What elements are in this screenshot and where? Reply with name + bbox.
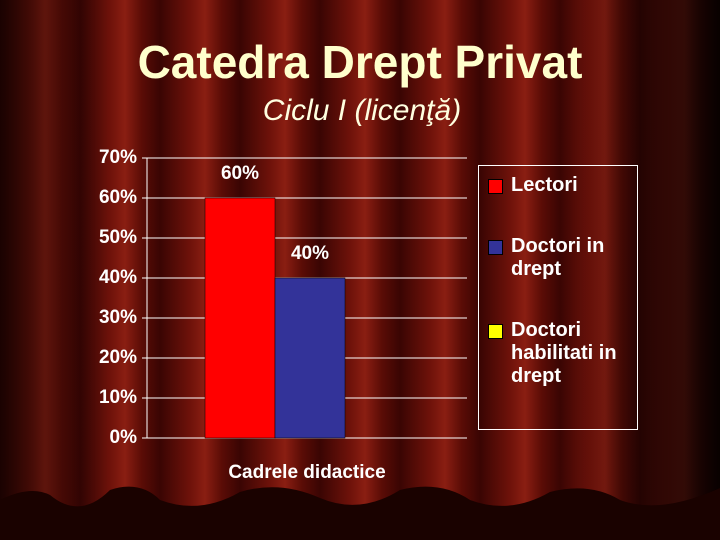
value-label: 40% xyxy=(291,243,329,264)
y-tick-label: 40% xyxy=(99,267,137,288)
curtain-fringe xyxy=(0,486,720,540)
chart-subtitle: Ciclu I (licenţă) xyxy=(263,94,461,127)
y-tick-label: 0% xyxy=(110,427,138,448)
legend-item: Doctori habilitati in drept xyxy=(485,319,631,388)
y-tick-label: 10% xyxy=(99,387,137,408)
chart-title: Catedra Drept Privat xyxy=(138,36,583,88)
bar xyxy=(204,197,276,439)
bar xyxy=(274,277,346,439)
legend-label: Lectori xyxy=(511,174,578,196)
y-tick-label: 60% xyxy=(99,187,137,208)
value-label: 60% xyxy=(221,163,259,184)
legend: Lectori Doctori in drept Doctori habilitat… xyxy=(478,165,638,430)
x-tick-label: Cadrele didactice xyxy=(228,462,385,483)
legend-label: Doctori habilitati in drept xyxy=(511,319,617,387)
y-tick-label: 50% xyxy=(99,227,137,248)
y-tick-label: 70% xyxy=(99,147,137,168)
legend-item: Lectori xyxy=(485,174,631,197)
legend-swatch xyxy=(488,179,503,194)
y-tick-label: 20% xyxy=(99,347,137,368)
legend-label: Doctori in drept xyxy=(511,235,605,280)
legend-swatch xyxy=(488,240,503,255)
legend-item: Doctori in drept xyxy=(485,235,631,281)
legend-swatch xyxy=(488,324,503,339)
y-tick-label: 30% xyxy=(99,307,137,328)
